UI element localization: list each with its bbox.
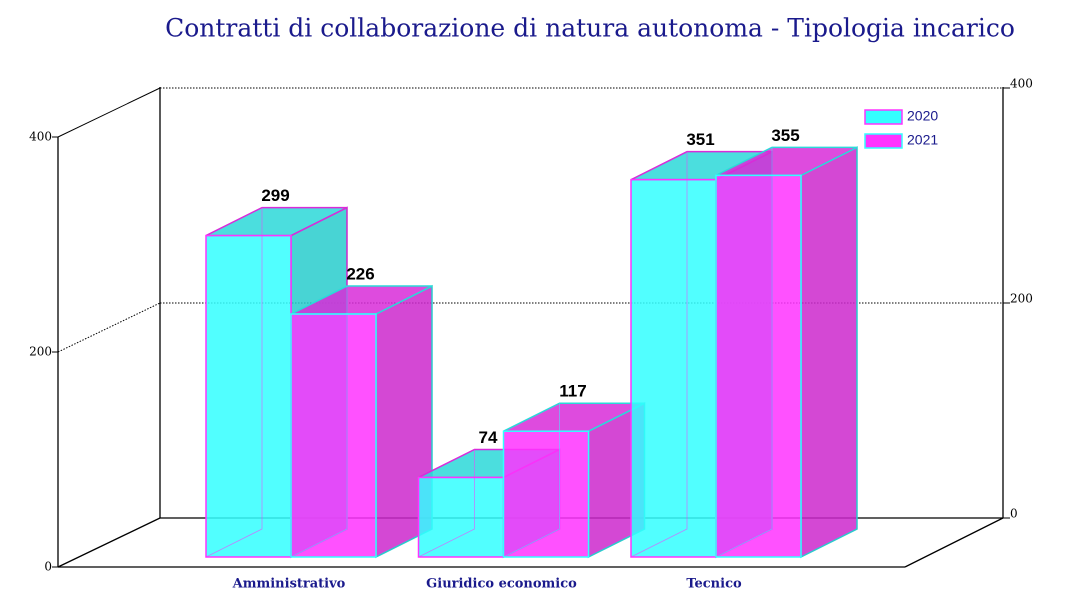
bar-front — [502, 430, 590, 558]
bar — [715, 146, 858, 559]
y-tick-label: 200 — [29, 345, 52, 359]
bar-hidden-edge — [418, 449, 475, 558]
value-label: 355 — [771, 126, 799, 145]
legend-label: 2021 — [907, 132, 938, 148]
value-label: 74 — [479, 428, 498, 447]
bar-side — [800, 146, 858, 559]
value-label: 226 — [346, 265, 374, 284]
y-tick-label: 0 — [44, 560, 52, 574]
legend-swatch — [864, 133, 903, 149]
bar-hidden-edge — [205, 207, 263, 558]
chart-title: Contratti di collaborazione di natura au… — [165, 14, 1015, 43]
bar-front — [630, 178, 717, 558]
value-label: 117 — [559, 382, 586, 401]
bar-front — [715, 174, 802, 558]
bar — [290, 284, 433, 559]
bar-hidden-edge — [630, 151, 688, 558]
bar-hidden-edge — [290, 286, 348, 558]
y2-tick-label: 0 — [1010, 507, 1018, 521]
x-tick-label: Tecnico — [686, 577, 742, 592]
bar-hidden-edge — [715, 147, 773, 558]
value-label: 299 — [261, 186, 289, 205]
value-label: 351 — [686, 130, 714, 149]
bar-front — [417, 476, 505, 558]
y2-tick-label: 200 — [1010, 292, 1033, 306]
bar-front — [290, 313, 377, 558]
grid-line — [57, 302, 161, 353]
x-tick-label: Amministrativo — [232, 577, 346, 592]
bar-hidden-edge — [503, 403, 560, 558]
grid-line — [57, 87, 161, 138]
x-tick-label: Giuridico economico — [426, 577, 577, 592]
legend-label: 2020 — [907, 108, 938, 124]
legend-swatch — [864, 109, 903, 125]
bar — [502, 402, 646, 559]
bar-front — [205, 234, 292, 558]
y-tick-label: 400 — [29, 130, 52, 144]
y2-tick-label: 400 — [1010, 77, 1033, 91]
